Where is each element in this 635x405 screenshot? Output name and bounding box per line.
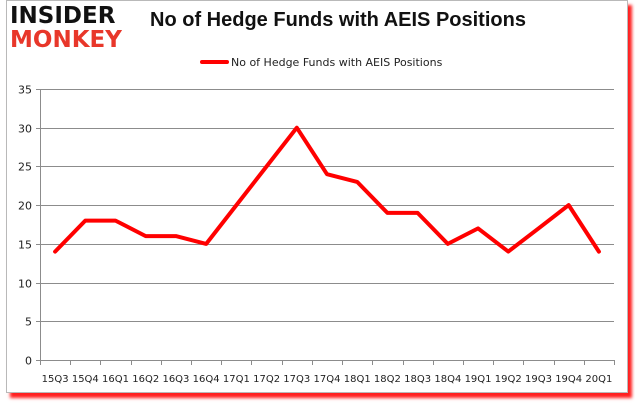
x-tick-label: 16Q4: [193, 374, 220, 385]
series-line: [53, 125, 601, 254]
x-axis: 15Q3 15Q4 16Q1 16Q2 16Q3 16Q4 17Q1 17Q2 17Q3 17Q4…: [40, 360, 615, 385]
gridlines: [40, 89, 614, 322]
x-tick-label: 15Q4: [72, 374, 99, 385]
x-tick-label: 19Q2: [495, 374, 522, 385]
x-tick-label: 17Q4: [314, 374, 341, 385]
x-tick-label: 18Q3: [404, 374, 431, 385]
y-tick-label: 0: [25, 355, 32, 368]
y-tick-label: 5: [25, 316, 32, 329]
legend-label: No of Hedge Funds with AEIS Positions: [231, 55, 443, 69]
y-tick-label: 25: [18, 161, 32, 174]
chart-legend: No of Hedge Funds with AEIS Positions: [200, 54, 442, 70]
x-tick-label: 18Q4: [434, 374, 461, 385]
x-tick-label: 19Q1: [465, 374, 492, 385]
y-tick-label: 35: [18, 84, 32, 97]
logo-line-1: INSIDER: [10, 3, 116, 29]
y-tick-label: 20: [18, 200, 32, 213]
x-tick-label: 16Q1: [102, 374, 129, 385]
y-tick-label: 10: [18, 278, 32, 291]
x-tick-label: 18Q1: [344, 374, 371, 385]
x-tick-label: 20Q1: [585, 374, 612, 385]
x-tick-label: 16Q3: [162, 374, 189, 385]
y-axis: 0 5 10 15 20 25 30 35: [18, 84, 41, 368]
y-tick-label: 30: [18, 123, 32, 136]
x-tick-label: 17Q3: [283, 374, 310, 385]
x-tick-label: 19Q4: [555, 374, 582, 385]
logo-line-2: MONKEY: [10, 27, 122, 53]
legend-line-swatch: [200, 60, 229, 64]
x-tick-label: 18Q2: [374, 374, 401, 385]
x-tick-label: 17Q2: [253, 374, 280, 385]
chart-title: No of Hedge Funds with AEIS Positions: [150, 9, 526, 31]
x-tick-label: 19Q3: [525, 374, 552, 385]
x-tick-label: 16Q2: [132, 374, 159, 385]
insider-monkey-logo: INSIDER MONKEY: [10, 4, 145, 54]
y-tick-label: 15: [18, 239, 32, 252]
x-tick-label: 15Q3: [42, 374, 69, 385]
chart-frame: [6, 0, 628, 393]
x-tick-label: 17Q1: [223, 374, 250, 385]
